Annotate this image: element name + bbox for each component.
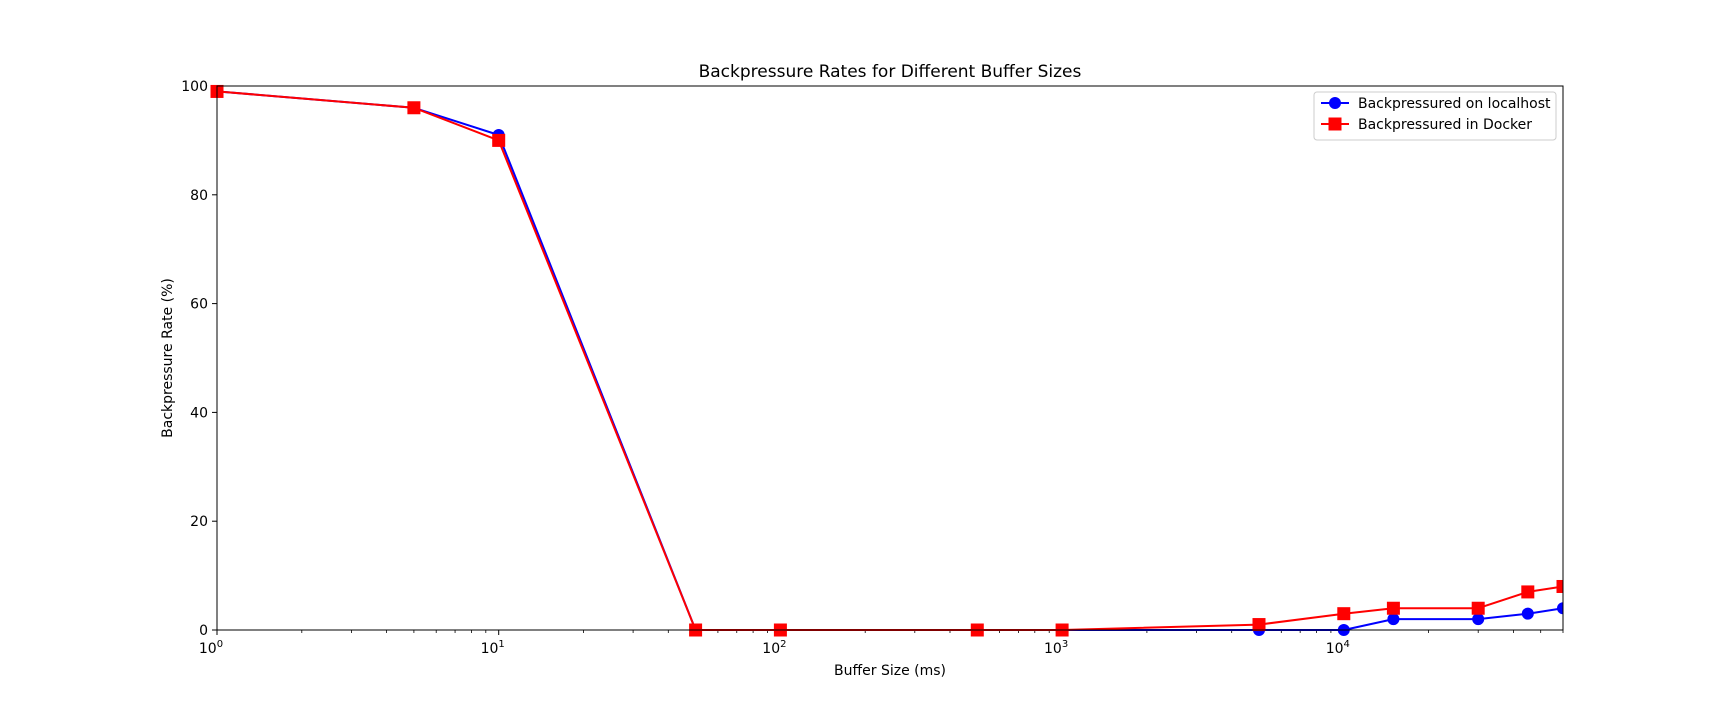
data-point (1386, 601, 1400, 615)
data-point (1521, 585, 1535, 599)
data-point (1521, 607, 1534, 620)
plot-frame (216, 85, 1564, 631)
y-tick-label: 0 (199, 623, 208, 639)
y-tick-label: 100 (181, 79, 208, 95)
data-point (492, 133, 506, 147)
y-tick-label: 40 (190, 405, 208, 421)
data-point (1387, 613, 1400, 626)
legend-label: Backpressured on localhost (1358, 96, 1551, 112)
x-tick-label: 104 (1326, 639, 1350, 657)
y-tick-label: 60 (190, 297, 208, 313)
legend: Backpressured on localhost Backpressured … (1313, 91, 1557, 141)
data-point (1337, 607, 1351, 621)
x-axis-title: Buffer Size (ms) (834, 663, 946, 679)
legend-item: Backpressured on localhost (1321, 96, 1551, 112)
data-point (1472, 613, 1485, 626)
legend-box (1313, 91, 1557, 141)
data-point (1252, 618, 1266, 632)
x-tick-label: 100 (199, 639, 223, 657)
data-point (1557, 602, 1563, 615)
y-axis-title: Backpressure Rate (%) (160, 278, 176, 438)
y-tick-label: 20 (190, 514, 208, 530)
x-tick-label: 103 (1044, 639, 1068, 657)
chart-title: Backpressure Rates for Different Buffer … (699, 62, 1082, 82)
legend-label: Backpressured in Docker (1358, 117, 1532, 133)
data-point (1471, 601, 1485, 615)
x-tick-label: 102 (762, 639, 786, 657)
axis-ticks: 0 20 40 60 80 100 100 101 102 103 104 (181, 79, 1564, 657)
data-point (407, 101, 421, 115)
legend-marker (1329, 97, 1341, 109)
data-point (1556, 579, 1563, 593)
x-tick-label: 101 (481, 639, 505, 657)
legend-item: Backpressured in Docker (1321, 117, 1532, 133)
y-tick-label: 80 (190, 188, 208, 204)
legend-marker (1328, 117, 1342, 131)
